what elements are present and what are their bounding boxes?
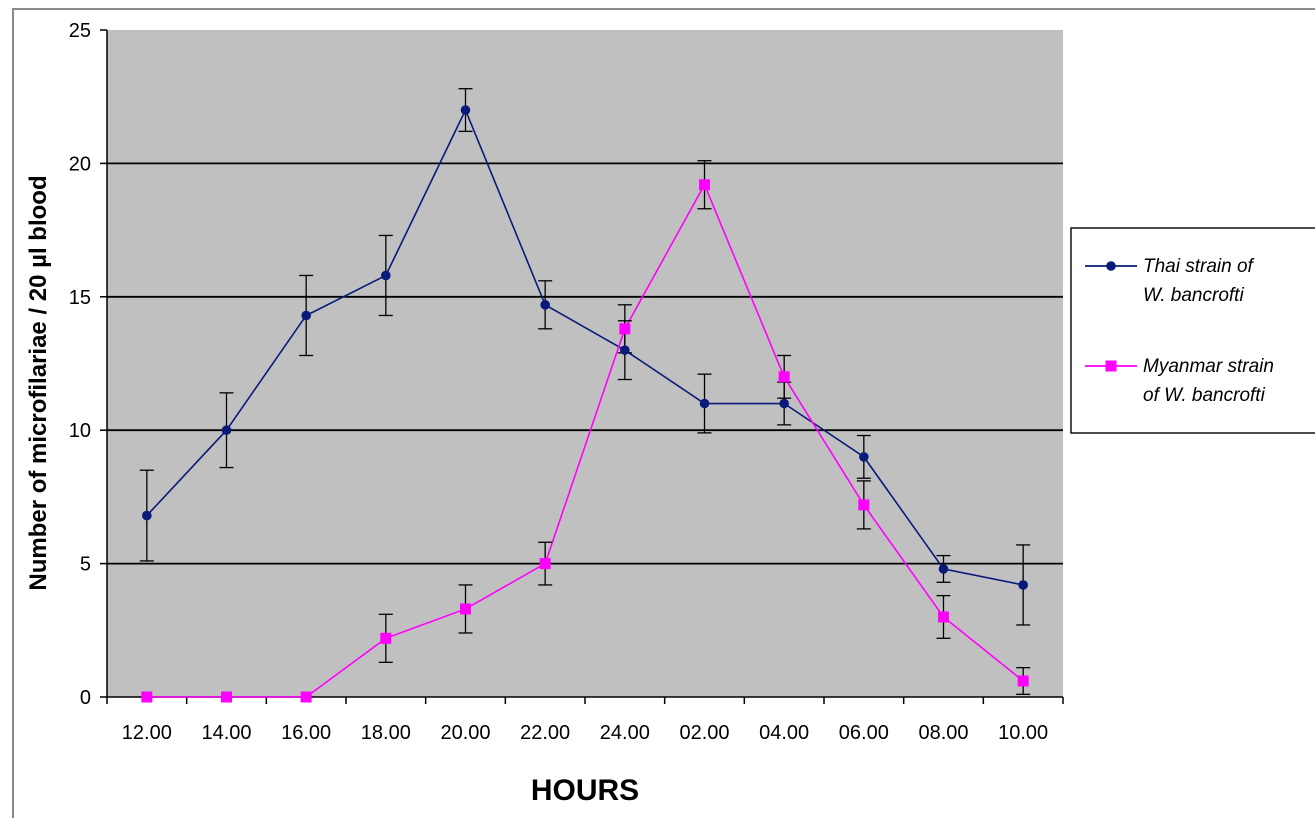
myanmar-data-point <box>1017 675 1029 687</box>
plot-background <box>107 30 1063 697</box>
thai-data-point <box>301 310 311 321</box>
legend-marker-circle <box>1106 261 1116 271</box>
thai-data-point <box>859 452 869 462</box>
x-tick-label: 12.00 <box>122 722 172 744</box>
x-tick-label: 04.00 <box>759 722 809 744</box>
thai-data-point <box>381 270 391 281</box>
thai-data-point <box>221 425 232 436</box>
thai-data-point <box>142 510 152 521</box>
y-tick-label: 5 <box>80 554 91 576</box>
y-tick-label: 25 <box>69 20 91 42</box>
y-tick-label: 0 <box>80 687 91 709</box>
myanmar-data-point <box>221 691 232 703</box>
series-line-1 <box>146 108 1024 586</box>
x-axis-title: HOURS <box>531 774 639 807</box>
x-tick-label: 16.00 <box>281 722 331 744</box>
x-tick-label: 06.00 <box>839 722 889 744</box>
myanmar-data-point <box>380 632 392 644</box>
legend-label-line: Myanmar strain <box>1143 356 1274 377</box>
y-tick-label: 20 <box>69 153 91 175</box>
series-line-2 <box>146 182 1024 698</box>
legend-label-line: of W. bancrofti <box>1143 385 1266 406</box>
x-tick-label: 02.00 <box>679 722 729 744</box>
myanmar-data-point <box>300 691 312 703</box>
legend-marker-square <box>1105 360 1117 372</box>
x-tick-label: 14.00 <box>201 722 251 744</box>
legend-label-line: Thai strain of <box>1143 256 1255 277</box>
myanmar-data-point <box>141 691 153 703</box>
thai-data-point <box>460 105 471 115</box>
y-tick-label: 10 <box>69 420 91 442</box>
x-tick-label: 08.00 <box>918 722 968 744</box>
x-tick-label: 10.00 <box>998 722 1048 744</box>
x-tick-label: 24.00 <box>600 722 650 744</box>
x-tick-label: 22.00 <box>520 722 570 744</box>
thai-data-point <box>779 398 789 409</box>
myanmar-data-point <box>699 179 710 191</box>
myanmar-data-point <box>938 611 949 623</box>
y-axis-title: Number of microfilariae / 20 µl blood <box>25 175 52 590</box>
x-tick-label: 18.00 <box>361 722 411 744</box>
legend: Thai strain of W. bancrofti Myanmar strain… <box>1070 227 1315 434</box>
thai-data-point <box>699 398 710 409</box>
myanmar-data-point <box>460 603 471 615</box>
myanmar-data-point <box>619 323 631 335</box>
y-tick-label: 15 <box>69 287 91 309</box>
thai-data-point <box>620 345 630 355</box>
thai-data-point <box>540 300 550 310</box>
legend-label-line: W. bancrofti <box>1143 285 1244 306</box>
thai-data-point <box>938 564 949 574</box>
thai-data-point <box>1018 580 1028 590</box>
myanmar-data-point <box>858 499 870 511</box>
myanmar-data-point <box>539 558 551 570</box>
myanmar-data-point <box>778 371 790 383</box>
plot-area: 0 5 10 15 20 25 12.00 14.00 16.00 18.00 20.00 22.00… <box>69 20 1064 744</box>
x-tick-label: 20.00 <box>440 722 490 744</box>
